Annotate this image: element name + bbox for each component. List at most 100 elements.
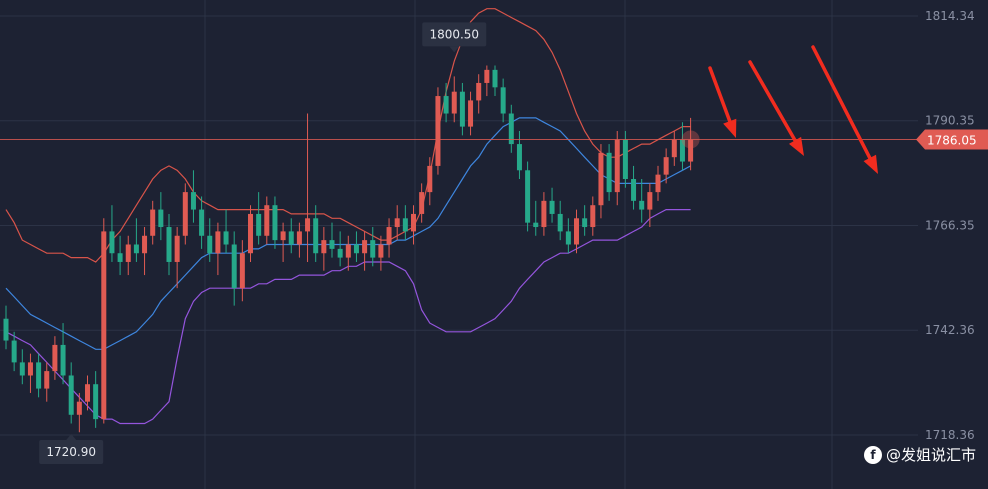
down-arrows (708, 45, 878, 174)
candle-body (166, 227, 172, 262)
candle-body (353, 244, 359, 254)
candle-body (296, 231, 302, 245)
candle-body (337, 248, 343, 258)
price-callout-label: 1720.90 (46, 445, 96, 459)
watermark: f @发姐说汇市 (863, 444, 976, 465)
candle (150, 200, 156, 245)
candle-body (313, 218, 319, 254)
candle-body (248, 213, 253, 254)
candle (223, 209, 229, 254)
candle-body (459, 91, 465, 127)
candle-body (582, 218, 588, 228)
candle-body (60, 344, 66, 376)
candle (557, 200, 563, 241)
candle (207, 218, 213, 262)
candle (622, 130, 628, 188)
candle (337, 231, 343, 267)
candle-body (671, 139, 677, 158)
candle-body (411, 213, 416, 232)
candle (44, 362, 50, 402)
candle-body (101, 231, 107, 420)
candle-body (199, 209, 205, 236)
candle (582, 205, 588, 236)
candle-body (231, 244, 237, 289)
candle (101, 218, 107, 424)
candle-body (190, 192, 196, 210)
candle (443, 82, 449, 123)
candle (606, 144, 612, 201)
candle (199, 196, 205, 249)
candle (451, 76, 457, 123)
candle-body (19, 362, 25, 376)
candle-body (565, 231, 571, 245)
candle-body (52, 344, 58, 372)
candle (190, 170, 196, 223)
candle-body (305, 218, 311, 232)
candle-body (639, 200, 645, 210)
candle (549, 187, 555, 223)
down-arrow-head (788, 136, 804, 156)
candle (288, 218, 294, 254)
candle (574, 209, 579, 254)
candle-body (386, 227, 392, 245)
candle-body (598, 152, 604, 206)
down-arrow-shaft (811, 45, 872, 160)
candle (459, 82, 465, 136)
candle-body (631, 179, 637, 201)
current-price-tag-label: 1786.05 (927, 133, 977, 147)
candle (60, 323, 66, 385)
candle (125, 235, 131, 276)
candle (679, 122, 685, 171)
candle-body (655, 174, 661, 193)
candle-body (508, 113, 514, 145)
candle-body (622, 139, 628, 180)
candle (590, 196, 596, 236)
down-arrow (708, 66, 737, 138)
candle (109, 205, 115, 262)
price-callouts: 1800.50 1720.90 (39, 22, 487, 464)
y-tick-label: 1742.36 (925, 323, 975, 337)
down-arrow-head (723, 118, 737, 138)
candle (631, 165, 637, 210)
candle-body (402, 218, 408, 232)
current-price-glow (681, 130, 700, 149)
down-arrow (811, 45, 878, 174)
candle (321, 227, 327, 271)
current-price-tag-bg (916, 129, 988, 150)
candle-body (663, 157, 669, 175)
candle (541, 192, 547, 236)
candle-body (264, 205, 270, 236)
candle-body (329, 240, 335, 249)
candle-body (590, 205, 596, 228)
candle (378, 235, 384, 271)
candle-body (68, 375, 74, 415)
candle (133, 218, 139, 262)
candle-body (174, 235, 180, 262)
price-callout: 1720.90 (39, 433, 104, 464)
candle (476, 74, 482, 114)
candle (663, 148, 669, 184)
candle-body (182, 192, 188, 236)
current-price-line (0, 130, 918, 149)
candle-body (574, 218, 579, 245)
candle (11, 331, 17, 372)
candle-body (27, 362, 33, 376)
candle (166, 213, 172, 276)
candle-body (435, 96, 441, 166)
y-tick-label: 1718.36 (925, 428, 975, 442)
price-callout-box (39, 439, 104, 464)
candle-body (11, 340, 17, 363)
candle (353, 231, 359, 262)
candle-body (484, 69, 490, 83)
candle (3, 305, 9, 350)
candle (345, 235, 351, 271)
candle (614, 130, 620, 206)
candle (36, 353, 42, 398)
candle-body (280, 231, 286, 241)
candle-body (93, 384, 99, 420)
price-callout: 1800.50 (422, 22, 487, 53)
candle (68, 362, 74, 424)
y-tick-label: 1814.34 (925, 9, 975, 23)
candle-body (476, 82, 482, 101)
candle (411, 205, 416, 245)
